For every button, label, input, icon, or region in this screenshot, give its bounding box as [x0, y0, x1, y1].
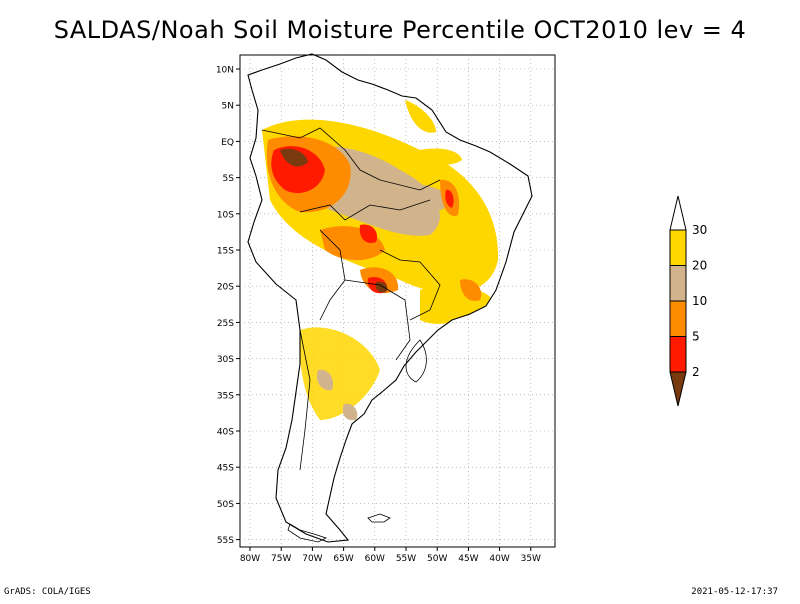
legend-bottom-arrow	[669, 371, 687, 407]
lon-tick-label: 45W	[458, 554, 478, 564]
field-brown-patch	[280, 148, 308, 167]
lat-tick-label: 10S	[217, 210, 234, 220]
field-yellow-patch-south	[299, 327, 380, 420]
legend-label: 30	[692, 223, 707, 237]
legend-swatch	[669, 265, 687, 302]
legend-label: 5	[692, 330, 700, 344]
legend-label: 10	[692, 294, 707, 308]
field-brown-patch-south	[375, 281, 388, 293]
country-borders	[261, 127, 441, 471]
lat-tick-label: 40S	[217, 428, 234, 438]
field-tan-patch-south	[316, 369, 334, 391]
legend-swatch	[669, 336, 687, 373]
field-yellow-patch-north	[405, 100, 436, 133]
footer-timestamp: 2021-05-12-17:37	[691, 587, 778, 597]
lat-tick-label: 10N	[216, 66, 234, 76]
falkland-islands	[367, 513, 391, 523]
lat-tick-label: 5N	[222, 102, 234, 112]
lat-tick-label: EQ	[221, 138, 234, 148]
field-orange-patch-se	[460, 279, 482, 302]
legend-label: 20	[692, 259, 707, 273]
footer-credit: GrADS: COLA/IGES	[4, 587, 91, 597]
lon-tick-label: 55W	[396, 554, 416, 564]
legend-swatch	[669, 300, 687, 337]
tierra-del-fuego	[287, 523, 328, 543]
latitude-labels: 10N 5N EQ 5S 10S 15S 20S 25S 30S 35S 40S 45S 50S 55S	[216, 66, 240, 546]
lat-tick-label: 5S	[223, 174, 235, 184]
map-title: SALDAS/Noah Soil Moisture Percentile OCT…	[53, 16, 747, 44]
lon-tick-label: 65W	[333, 554, 353, 564]
field-tan-patch-east	[385, 183, 455, 212]
field-red-patch-east	[445, 189, 454, 208]
color-legend: 30 20 10 5 2	[669, 195, 707, 407]
lon-tick-label: 60W	[365, 554, 385, 564]
lat-tick-label: 35S	[217, 391, 234, 401]
lat-tick-label: 15S	[217, 247, 234, 257]
lat-tick-label: 55S	[217, 536, 234, 546]
legend-top-arrow	[669, 195, 687, 231]
lon-tick-label: 50W	[427, 554, 447, 564]
field-yellow-patch-ne	[420, 148, 462, 165]
longitude-labels: 80W 75W 70W 65W 60W 55W 50W 45W 40W 35W	[240, 547, 541, 564]
lon-tick-label: 75W	[271, 554, 291, 564]
south-america-coastline	[247, 53, 533, 543]
lat-tick-label: 45S	[217, 464, 234, 474]
lat-tick-label: 50S	[217, 500, 234, 510]
field-tan-patch-south2	[342, 403, 358, 421]
lon-tick-label: 35W	[521, 554, 541, 564]
lon-tick-label: 40W	[489, 554, 509, 564]
lat-tick-label: 30S	[217, 355, 234, 365]
legend-label: 2	[692, 365, 700, 379]
field-red-patch-central	[359, 224, 378, 244]
lat-tick-label: 25S	[217, 319, 234, 329]
lon-tick-label: 80W	[240, 554, 260, 564]
lon-tick-label: 70W	[302, 554, 322, 564]
legend-swatch	[669, 229, 687, 266]
lat-tick-label: 20S	[217, 283, 234, 293]
